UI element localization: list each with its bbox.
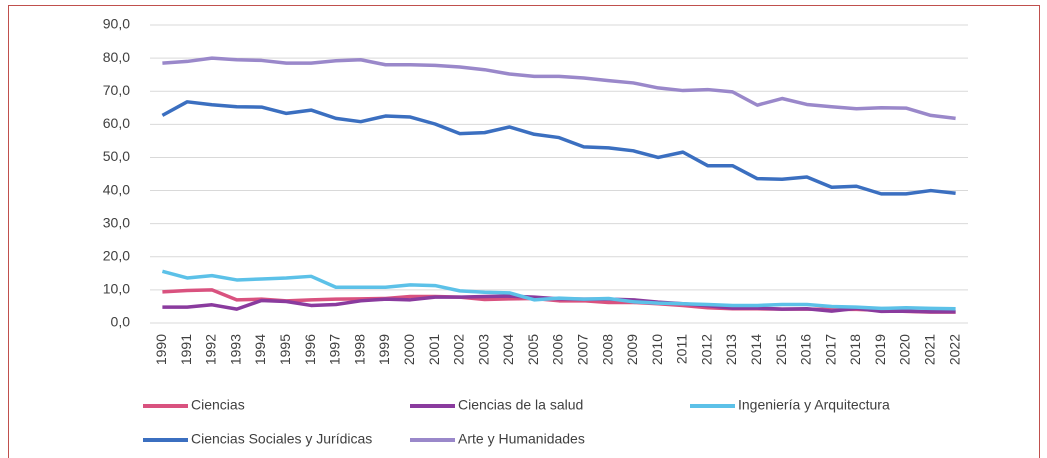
x-tick-label: 2012: [698, 334, 714, 365]
x-tick-label: 2014: [748, 334, 764, 365]
y-tick-label: 50,0: [103, 148, 130, 164]
x-tick-label: 1998: [351, 334, 367, 365]
x-tick-label: 1999: [376, 334, 392, 365]
y-tick-label: 40,0: [103, 181, 130, 197]
y-tick-label: 80,0: [103, 49, 130, 65]
series-line: [161, 100, 956, 196]
x-tick-label: 1991: [178, 334, 194, 365]
x-tick-label: 1993: [227, 334, 243, 365]
legend-label: Ingeniería y Arquitectura: [738, 397, 890, 413]
y-tick-label: 30,0: [103, 214, 130, 230]
x-tick-label: 1997: [327, 334, 343, 365]
legend-label: Ciencias Sociales y Jurídicas: [191, 431, 372, 447]
y-tick-label: 10,0: [103, 281, 130, 297]
x-tick-label: 2021: [922, 334, 938, 365]
x-tick-label: 2018: [847, 334, 863, 365]
series-line: [161, 269, 956, 311]
x-tick-label: 2022: [946, 334, 962, 365]
x-tick-label: 2007: [574, 334, 590, 365]
x-tick-label: 2005: [525, 334, 541, 365]
legend-label: Ciencias: [191, 397, 245, 413]
x-tick-label: 2013: [723, 334, 739, 365]
y-tick-label: 0,0: [111, 314, 131, 330]
legend-label: Arte y Humanidades: [458, 431, 585, 447]
x-tick-label: 2019: [872, 334, 888, 365]
x-tick-label: 2008: [599, 334, 615, 365]
y-tick-label: 90,0: [103, 16, 130, 32]
x-tick-label: 2016: [798, 334, 814, 365]
x-tick-label: 2010: [649, 334, 665, 365]
x-tick-label: 2011: [674, 334, 690, 364]
x-tick-label: 2009: [624, 334, 640, 365]
frame: [8, 5, 1040, 458]
x-tick-label: 2000: [401, 334, 417, 365]
x-tick-label: 2003: [475, 334, 491, 365]
y-tick-label: 20,0: [103, 247, 130, 263]
x-tick-label: 1996: [302, 334, 318, 365]
x-tick-label: 2020: [897, 334, 913, 365]
y-tick-label: 60,0: [103, 115, 130, 131]
x-tick-label: 1990: [153, 334, 169, 365]
x-tick-label: 1995: [277, 334, 293, 365]
x-tick-label: 2017: [822, 334, 838, 365]
series-line: [162, 56, 956, 121]
x-tick-label: 2006: [550, 334, 566, 365]
x-tick-label: 1994: [252, 334, 268, 365]
x-tick-label: 2015: [773, 334, 789, 365]
x-tick-label: 2002: [451, 334, 467, 365]
x-tick-label: 2004: [500, 334, 516, 365]
y-tick-label: 70,0: [103, 82, 130, 98]
x-tick-label: 2001: [426, 334, 442, 365]
x-tick-label: 1992: [203, 334, 219, 365]
legend-label: Ciencias de la salud: [458, 397, 583, 413]
